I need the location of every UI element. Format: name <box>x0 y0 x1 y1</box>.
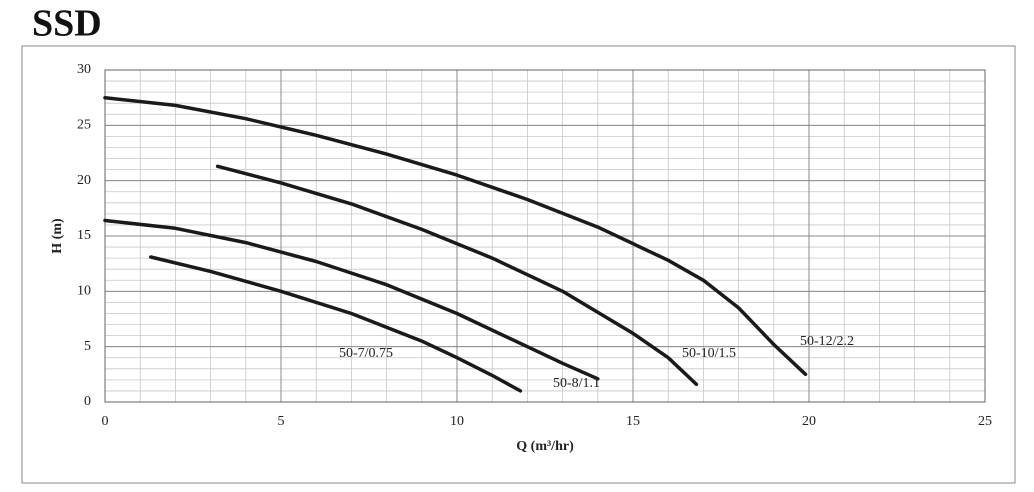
y-tick-label: 30 <box>77 62 91 77</box>
curve-label: 50-10/1.5 <box>682 346 736 361</box>
y-tick-label: 25 <box>77 118 91 133</box>
curve <box>103 218 600 381</box>
curve <box>215 164 699 387</box>
y-tick-label: 0 <box>84 394 91 409</box>
curve-label: 50-7/0.75 <box>339 346 393 361</box>
x-tick-label: 5 <box>278 414 285 429</box>
x-tick-label: 25 <box>978 414 992 429</box>
chart-title: SSD <box>32 3 102 45</box>
curve <box>103 95 808 377</box>
x-tick-label: 15 <box>626 414 640 429</box>
y-axis-title: H (m) <box>50 218 65 254</box>
y-tick-label: 20 <box>77 173 91 188</box>
x-tick-label: 10 <box>450 414 464 429</box>
y-tick-label: 10 <box>77 284 91 299</box>
curve <box>149 255 523 393</box>
y-tick-label: 15 <box>77 228 91 243</box>
x-tick-label: 0 <box>102 414 109 429</box>
plot-border <box>104 69 986 403</box>
curve-label: 50-12/2.2 <box>800 334 854 349</box>
curve-label: 50-8/1.1 <box>553 376 600 391</box>
x-tick-label: 20 <box>802 414 816 429</box>
x-axis-title: Q (m³/hr) <box>516 439 574 454</box>
chart-frame <box>21 45 1016 484</box>
y-tick-label: 5 <box>84 339 91 354</box>
